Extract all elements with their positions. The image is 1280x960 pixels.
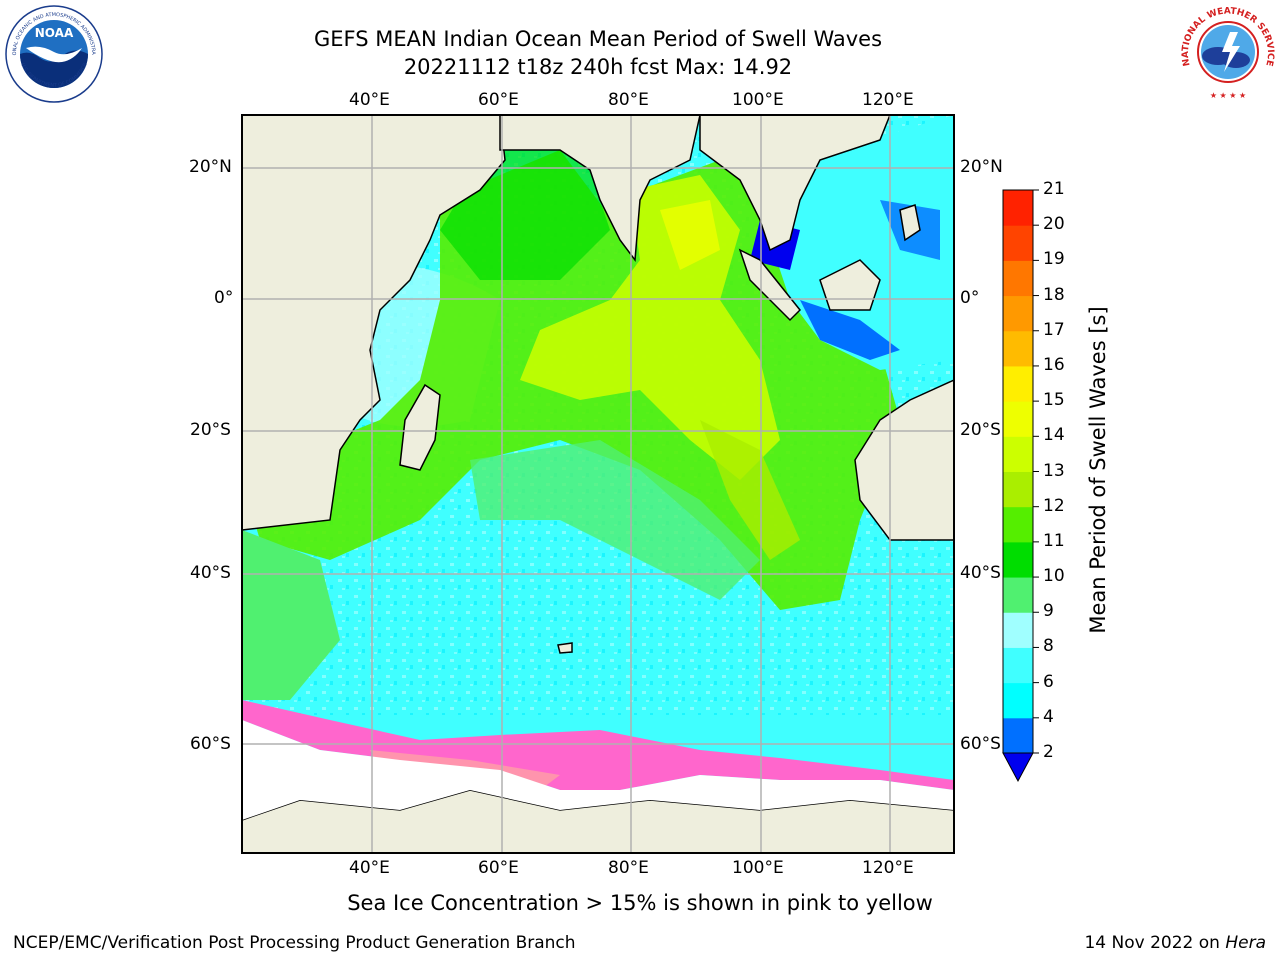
lat-label-left: 40°S	[190, 563, 231, 583]
colorbar-swatch	[1003, 190, 1033, 226]
colorbar-tick-label: 12	[1043, 495, 1065, 516]
colorbar	[1002, 189, 1039, 783]
footer-date-text: 14 Nov 2022 on	[1084, 933, 1226, 953]
sea-ice-caption: Sea Ice Concentration > 15% is shown in …	[347, 891, 933, 915]
colorbar-swatch	[1003, 401, 1033, 437]
lon-label-top: 40°E	[349, 90, 390, 110]
colorbar-swatch	[1003, 577, 1033, 613]
colorbar-swatch	[1003, 506, 1033, 543]
graticule	[242, 115, 954, 853]
lat-label-right: 20°N	[960, 157, 1003, 177]
map-title: GEFS MEAN Indian Ocean Mean Period of Sw…	[313, 27, 883, 51]
lat-label-left: 60°S	[190, 734, 231, 754]
map-subtitle: 20221112 t18z 240h fcst Max: 14.92	[403, 55, 793, 79]
colorbar-swatch	[1003, 541, 1033, 578]
colorbar-tick-label: 2	[1043, 742, 1054, 762]
noaa-logo-text: NOAA	[35, 26, 74, 40]
colorbar-swatch	[1003, 647, 1033, 684]
colorbar-swatch	[1003, 330, 1033, 367]
colorbar-swatch	[1003, 295, 1033, 332]
lat-label-right: 40°S	[960, 563, 1001, 583]
colorbar-swatch	[1003, 717, 1033, 754]
colorbar-tick-label: 8	[1043, 636, 1054, 657]
colorbar-extend-arrow	[1002, 752, 1034, 783]
colorbar-swatch	[1003, 471, 1033, 508]
colorbar-swatch	[1003, 612, 1033, 648]
colorbar-tick-label: 10	[1043, 566, 1065, 587]
colorbar-tick-label: 16	[1043, 354, 1065, 375]
colorbar-tick-label: 18	[1043, 284, 1065, 305]
lon-label-bottom: 40°E	[349, 858, 390, 878]
lat-label-right: 60°S	[960, 734, 1001, 754]
sea-ice-band	[242, 700, 954, 790]
colorbar-tick-label: 21	[1043, 179, 1065, 199]
colorbar-tick-label: 4	[1043, 706, 1054, 727]
footer-credit: NCEP/EMC/Verification Post Processing Pr…	[13, 933, 576, 953]
colorbar-tick-label: 11	[1043, 530, 1065, 551]
lon-label-top: 120°E	[862, 90, 914, 110]
lon-label-top: 60°E	[478, 90, 519, 110]
colorbar-swatch	[1003, 225, 1033, 261]
nws-logo-icon: NATIONAL WEATHER SERVICE ★ ★ ★ ★	[1180, 4, 1276, 100]
lat-label-right: 20°S	[960, 420, 1001, 440]
footer-machine: Hera	[1225, 933, 1266, 953]
lat-label-left: 0°	[214, 288, 234, 308]
colorbar-title: Mean Period of Swell Waves [s]	[1086, 306, 1110, 634]
footer-date: 14 Nov 2022 on Hera	[1084, 933, 1266, 953]
colorbar-tick-label: 9	[1043, 601, 1054, 622]
lon-label-bottom: 120°E	[862, 858, 914, 878]
lon-label-bottom: 60°E	[478, 858, 519, 878]
lon-label-bottom: 80°E	[608, 858, 649, 878]
colorbar-tick-label: 13	[1043, 460, 1065, 481]
lon-label-top: 80°E	[608, 90, 649, 110]
colorbar-tick-label: 14	[1043, 425, 1065, 446]
noaa-logo-icon: NOAA NATIONAL OCEANIC AND ATMOSPHERIC AD…	[4, 4, 103, 103]
lat-label-right: 0°	[960, 288, 980, 308]
lat-label-left: 20°N	[189, 157, 232, 177]
lon-label-bottom: 100°E	[732, 858, 784, 878]
svg-text:★ ★ ★ ★: ★ ★ ★ ★	[1210, 91, 1246, 100]
lat-label-left: 20°S	[190, 420, 231, 440]
colorbar-tick-label: 19	[1043, 249, 1065, 270]
colorbar-swatch	[1003, 436, 1033, 472]
lon-label-top: 100°E	[732, 90, 784, 110]
colorbar-swatch	[1003, 682, 1033, 719]
land-masses	[242, 115, 954, 853]
colorbar-tick-label: 17	[1043, 319, 1065, 340]
colorbar-tick-label: 20	[1043, 214, 1065, 235]
colorbar-tick-label: 15	[1043, 390, 1065, 411]
colorbar-tick-label: 6	[1043, 671, 1054, 692]
colorbar-swatch	[1003, 260, 1033, 297]
colorbar-swatch	[1003, 365, 1033, 402]
